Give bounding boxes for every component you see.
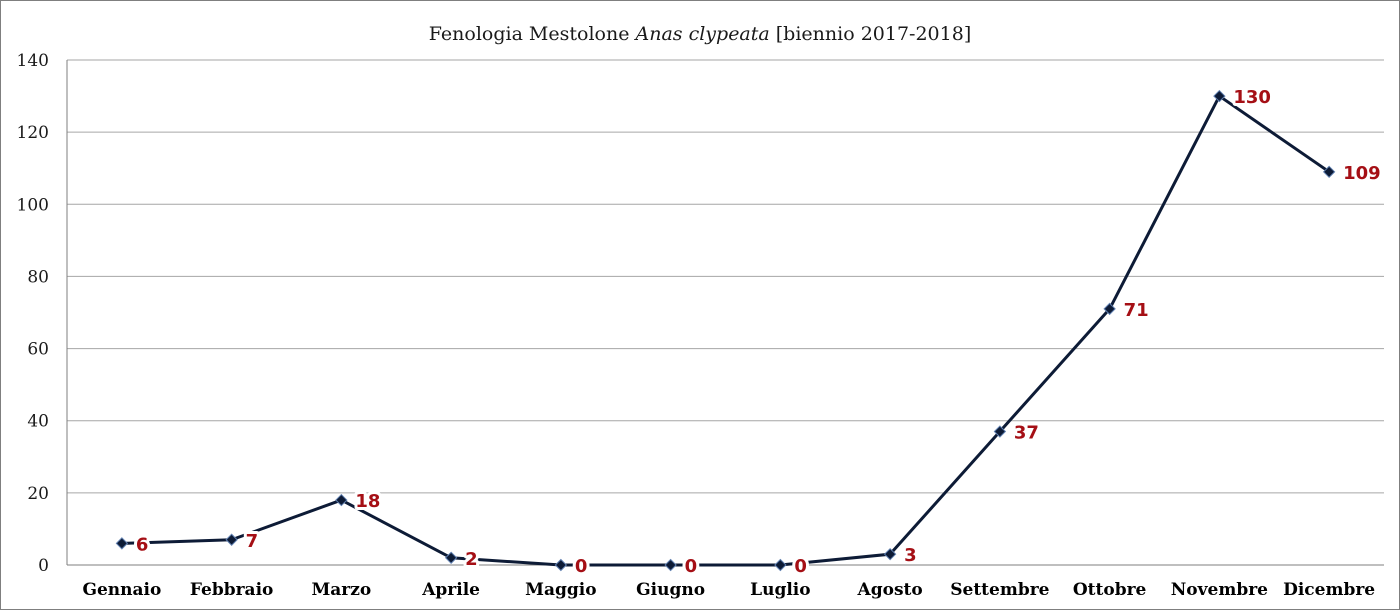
series-path [121, 94, 1330, 567]
data-label: 2 [465, 549, 478, 570]
data-label: 7 [246, 531, 259, 552]
data-label: 6 [136, 534, 149, 555]
data-point [444, 551, 458, 564]
data-label-halo: 7 [246, 531, 259, 552]
x-tick-label: Aprile [421, 580, 480, 600]
data-label: 0 [794, 556, 807, 577]
chart-title-species: Anas clypeata [634, 23, 770, 45]
data-label-halo: 0 [575, 556, 588, 577]
data-point [1103, 302, 1116, 316]
data-label-halo: 71 [1124, 300, 1149, 321]
data-label: 71 [1124, 300, 1149, 321]
y-tick-label: 80 [27, 267, 49, 287]
data-label: 0 [575, 556, 588, 577]
x-tick-label: Gennaio [82, 580, 161, 600]
x-tick-label: Dicembre [1283, 580, 1375, 600]
data-label-halo: 0 [794, 556, 807, 577]
chart-title-part-3: [biennio 2017-2018] [770, 23, 972, 45]
data-label-halo: 109 [1343, 163, 1381, 184]
series-line [121, 94, 1330, 567]
data-point [1322, 165, 1336, 179]
y-tick-label: 60 [27, 340, 49, 360]
data-point [883, 547, 897, 561]
data-label-halo: 18 [355, 491, 380, 512]
x-tick-label: Agosto [857, 580, 923, 600]
data-label-halo: 2 [465, 549, 478, 570]
data-point [225, 533, 238, 546]
x-tick-label: Febbraio [190, 580, 274, 600]
y-tick-label: 100 [17, 195, 49, 215]
y-tick-label: 40 [27, 412, 49, 432]
data-label-halo: 0 [685, 556, 698, 577]
data-label: 37 [1014, 423, 1039, 444]
series-markers [115, 89, 1336, 572]
data-point [993, 425, 1007, 438]
data-label-halo: 3 [904, 545, 917, 566]
data-label-halo: 6 [136, 534, 149, 555]
x-tick-label: Novembre [1171, 580, 1268, 600]
data-label: 18 [355, 491, 380, 512]
data-label-halo: 37 [1014, 423, 1039, 444]
x-tick-label: Maggio [525, 580, 596, 600]
x-tick-label: Settembre [950, 580, 1049, 600]
x-tick-label: Giugno [636, 580, 705, 600]
data-point [335, 493, 348, 507]
data-label-halo: 130 [1233, 87, 1271, 108]
data-label: 130 [1233, 87, 1271, 108]
y-axis: 0 20 40 60 80 100 120 140 [17, 51, 68, 576]
y-tick-label: 120 [17, 123, 49, 143]
y-tick-label: 0 [38, 556, 49, 576]
data-label: 3 [904, 545, 917, 566]
y-tick-label: 20 [27, 484, 49, 504]
chart-title: Fenologia Mestolone Anas clypeata [bienn… [429, 23, 972, 45]
gridlines [67, 59, 1384, 494]
data-label: 0 [685, 556, 698, 577]
data-point [115, 537, 129, 550]
x-tick-label: Marzo [311, 580, 371, 600]
x-axis: Gennaio Febbraio Marzo Aprile Maggio Giugno Lu… [67, 564, 1384, 600]
data-point [554, 558, 568, 572]
data-label: 109 [1343, 163, 1381, 184]
x-tick-label: Ottobre [1073, 580, 1147, 600]
data-point [1213, 89, 1226, 103]
x-tick-label: Luglio [750, 580, 810, 600]
data-point [774, 558, 787, 572]
data-point [664, 558, 677, 572]
chart-title-part-1: Fenologia Mestolone [429, 23, 636, 45]
y-tick-label: 140 [17, 51, 49, 71]
